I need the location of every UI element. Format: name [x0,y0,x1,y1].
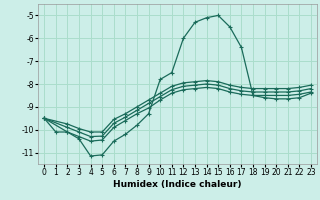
X-axis label: Humidex (Indice chaleur): Humidex (Indice chaleur) [113,180,242,189]
